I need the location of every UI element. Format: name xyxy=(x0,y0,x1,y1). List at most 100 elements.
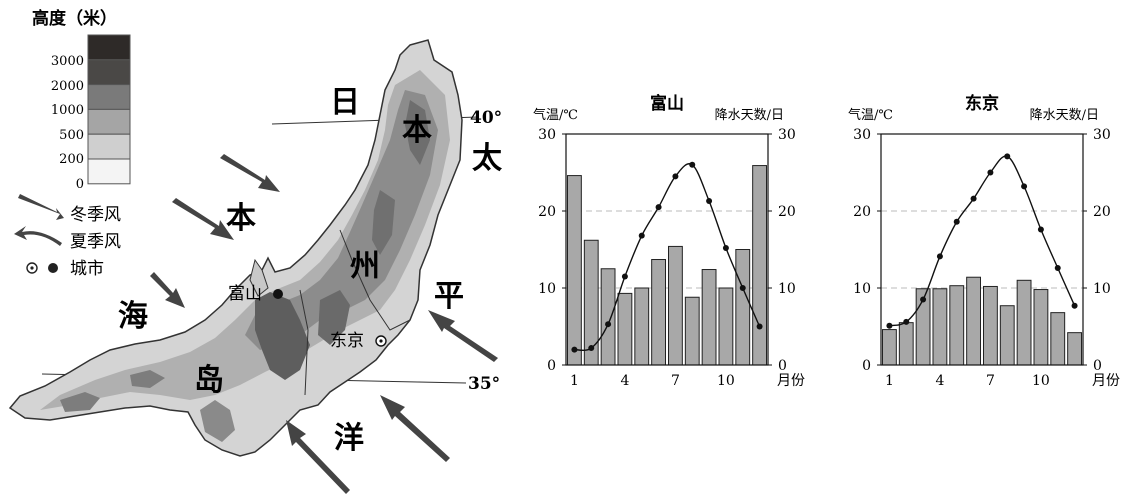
winter-monsoon-key-icon xyxy=(18,194,64,220)
honshu-char-1: 本 xyxy=(402,113,432,148)
legend-level-200: 200 xyxy=(59,152,84,167)
pacific-ocean-char-3: 洋 xyxy=(334,421,364,456)
legend-level-0: 0 xyxy=(76,177,84,192)
temperature-point-month-2 xyxy=(903,318,910,325)
summer-monsoon-key-icon xyxy=(14,226,62,246)
x-tick-7: 7 xyxy=(671,373,680,389)
y-left-label: 气温/℃ xyxy=(533,107,578,123)
key-winter-label: 冬季风 xyxy=(70,205,121,225)
temperature-point-month-8 xyxy=(689,161,696,168)
precip-bar-month-12 xyxy=(1067,332,1082,366)
temperature-point-month-11 xyxy=(739,285,746,291)
summer-arrow-2 xyxy=(380,395,450,462)
temperature-point-month-3 xyxy=(920,296,927,303)
temperature-point-month-1 xyxy=(571,346,578,353)
precip-bar-month-8 xyxy=(999,305,1015,366)
honshu-island xyxy=(8,39,463,457)
temperature-point-month-5 xyxy=(638,232,645,239)
sea-of-japan-char-3: 海 xyxy=(118,299,148,334)
temperature-point-month-6 xyxy=(655,204,662,211)
temperature-point-month-4 xyxy=(621,273,628,280)
precip-bar-month-5 xyxy=(949,285,965,366)
precip-bar-month-11 xyxy=(1050,312,1066,366)
honshu-char-3: 岛 xyxy=(194,363,224,398)
y-right-tick-0: 0 xyxy=(778,358,787,374)
y-right-label: 降水天数/日 xyxy=(715,108,784,123)
temperature-point-month-11 xyxy=(1054,264,1061,271)
temperature-point-month-12 xyxy=(1071,302,1078,309)
legend-swatch-0 xyxy=(87,158,131,185)
x-tick-7: 7 xyxy=(986,373,995,389)
y-right-tick-30: 30 xyxy=(778,127,796,143)
precip-bar-month-4 xyxy=(932,288,948,366)
toyama-city-marker xyxy=(273,289,283,299)
temperature-point-month-4 xyxy=(936,253,943,260)
winter-arrow-1 xyxy=(220,154,280,192)
legend-swatch-1000 xyxy=(87,84,131,110)
legend-swatch-3000 xyxy=(87,34,131,61)
precip-bar-month-9 xyxy=(1016,279,1032,366)
temperature-point-month-8 xyxy=(1004,153,1011,160)
pacific-ocean-char-1: 太 xyxy=(472,141,503,176)
temperature-point-month-10 xyxy=(722,244,729,251)
temperature-point-month-7 xyxy=(987,169,994,176)
japan-map: 高度（米） 3000 2000 1000 500 200 0 冬季风 夏季风 城… xyxy=(8,8,503,494)
temperature-point-month-3 xyxy=(605,321,612,328)
x-tick-1: 1 xyxy=(570,373,579,389)
summer-arrow-3 xyxy=(286,420,350,494)
legend-level-500: 500 xyxy=(59,128,84,143)
y-right-tick-30: 30 xyxy=(1093,127,1111,143)
y-right-tick-20: 20 xyxy=(778,204,796,220)
x-axis-label: 月份 xyxy=(777,373,805,389)
temperature-point-month-9 xyxy=(1021,183,1028,190)
elevation-legend xyxy=(87,34,131,185)
y-right-label: 降水天数/日 xyxy=(1030,108,1099,123)
chart-title: 东京 xyxy=(965,93,999,114)
monsoon-arrows xyxy=(150,154,498,494)
y-right-tick-0: 0 xyxy=(1093,358,1102,374)
temperature-line xyxy=(574,163,761,352)
y-left-label: 气温/℃ xyxy=(848,107,893,123)
precip-bar-month-6 xyxy=(966,276,982,366)
temperature-point-month-12 xyxy=(756,323,763,330)
temperature-point-month-9 xyxy=(706,197,713,204)
x-tick-10: 10 xyxy=(717,373,735,389)
y-left-tick-30: 30 xyxy=(853,127,871,143)
sea-of-japan-char-1: 日 xyxy=(330,85,360,120)
precip-bar-month-10 xyxy=(1033,289,1049,366)
y-left-tick-0: 0 xyxy=(547,358,556,374)
precip-bar-month-1 xyxy=(882,329,897,366)
chart-title: 富山 xyxy=(650,93,684,114)
y-left-tick-20: 20 xyxy=(853,204,871,220)
winter-arrow-3 xyxy=(150,272,185,308)
legend-labels: 3000 2000 1000 500 200 0 xyxy=(51,54,84,192)
precip-bar-month-7 xyxy=(983,285,998,366)
latitude-35-label: 35° xyxy=(468,374,500,394)
x-tick-10: 10 xyxy=(1032,373,1050,389)
x-axis-label: 月份 xyxy=(1092,373,1120,389)
legend-level-3000: 3000 xyxy=(51,54,84,69)
temperature-point-month-2 xyxy=(588,345,595,352)
y-left-tick-30: 30 xyxy=(538,127,556,143)
temperature-point-month-10 xyxy=(1037,226,1044,233)
legend-title: 高度（米） xyxy=(32,8,117,29)
temperature-point-month-1 xyxy=(886,322,893,329)
temperature-point-month-7 xyxy=(672,173,679,180)
toyama-label: 富山 xyxy=(228,284,262,304)
plot-frame xyxy=(880,133,1084,366)
y-right-tick-10: 10 xyxy=(778,281,796,297)
legend-level-2000: 2000 xyxy=(51,79,84,94)
y-right-tick-20: 20 xyxy=(1093,204,1111,220)
legend-level-1000: 1000 xyxy=(51,103,84,118)
precip-bar-month-2 xyxy=(898,322,914,366)
y-left-tick-0: 0 xyxy=(862,358,871,374)
x-tick-4: 4 xyxy=(620,373,629,389)
pacific-ocean-char-2: 平 xyxy=(434,279,464,314)
latitude-40-label: 40° xyxy=(470,108,502,128)
y-left-tick-20: 20 xyxy=(538,204,556,220)
city-key-icon xyxy=(26,262,58,274)
legend-swatch-500 xyxy=(87,108,131,135)
sea-of-japan-char-2: 本 xyxy=(226,201,256,236)
